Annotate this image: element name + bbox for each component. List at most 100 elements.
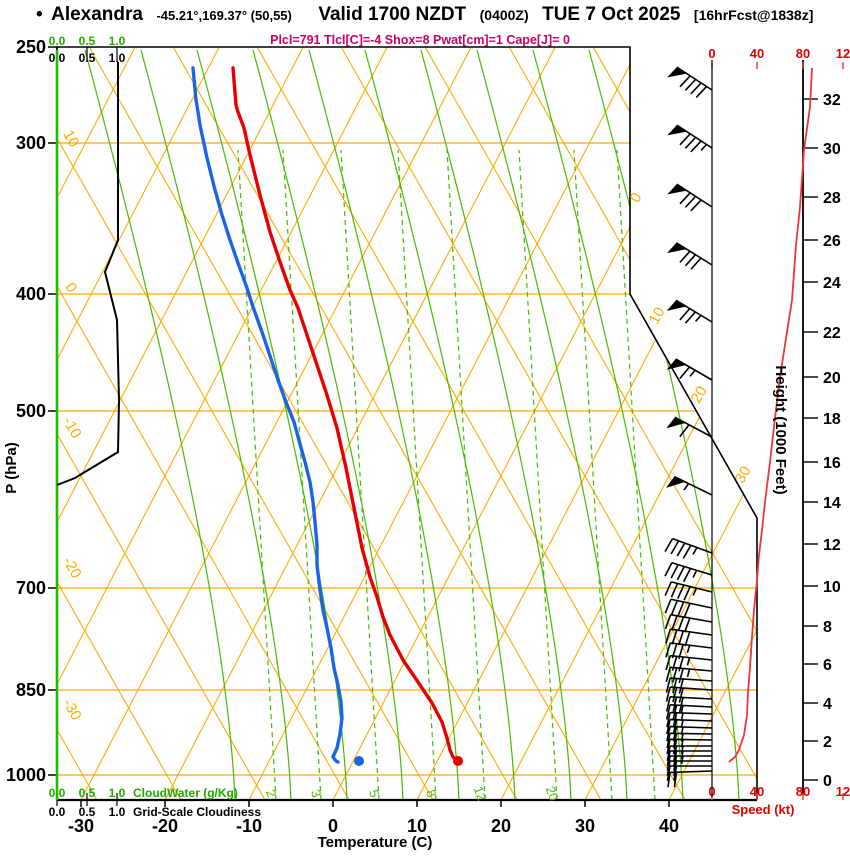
wind-barb — [666, 745, 712, 761]
barb-shaft — [670, 654, 713, 661]
dry-adiabat-line — [340, 47, 757, 800]
barb-shaft — [675, 242, 713, 266]
height-tick-label: 6 — [823, 657, 832, 674]
moist-adiabat-line — [140, 49, 292, 800]
zulu-time: (0400Z) — [479, 7, 529, 23]
mixing-ratio-line — [446, 149, 486, 800]
cloud-scale-value: 1.0 — [109, 786, 126, 800]
barb-feather — [676, 542, 686, 557]
moist-adiabat-line — [252, 49, 404, 800]
isotherm-line — [248, 47, 640, 800]
dry-adiabat-line — [424, 47, 757, 800]
barb-feather — [684, 136, 697, 149]
cloud-scale-value: 0.0 — [49, 805, 66, 819]
barb-feather — [676, 566, 685, 581]
barb-shaft — [675, 358, 713, 381]
wind-barb — [666, 416, 713, 438]
speed-tick-label: 80 — [796, 784, 810, 799]
barb-feather — [665, 704, 671, 720]
temperature-tick-label: -20 — [152, 816, 178, 836]
wind-barb — [665, 686, 713, 703]
wind-barb — [667, 183, 713, 212]
barb-feather — [665, 696, 671, 712]
wind-speed-profile — [728, 67, 813, 763]
dry-adiabat-value-label: -30 — [59, 696, 85, 723]
barb-feather — [673, 750, 678, 766]
height-tick-label: 0 — [823, 773, 832, 790]
dry-adiabat-line — [57, 47, 434, 800]
isotherm-value-label: 30 — [732, 463, 755, 486]
dry-adiabat-value-label: 10 — [59, 127, 82, 150]
barb-half-feather — [686, 645, 691, 654]
height-tick-label: 10 — [823, 579, 841, 596]
barb-feather — [684, 254, 697, 267]
wind-barb — [667, 770, 713, 788]
barb-feather — [679, 424, 690, 438]
barb-shaft — [672, 537, 713, 554]
height-tick-label: 22 — [823, 325, 841, 342]
wind-barb — [666, 358, 713, 381]
isotherm-line — [57, 47, 136, 800]
sounding-parameters: Plcl=791 Tlcl[C]=-4 Shox=8 Pwat[cm]=1 Ca… — [270, 33, 570, 47]
dry-adiabat-line — [592, 47, 757, 800]
barb-feather — [678, 668, 684, 684]
barb-feather — [664, 581, 672, 596]
barb-half-feather — [680, 755, 684, 765]
cloudiness-profile — [56, 62, 121, 486]
mixing-ratio-value-label: 20 — [543, 784, 562, 803]
barb-feather — [678, 656, 684, 672]
height-tick-label: 30 — [823, 141, 841, 158]
barb-feather — [665, 677, 671, 693]
cloudiness-scale-label: Grid-Scale Cloudiness — [133, 805, 261, 819]
isotherm-line — [80, 47, 472, 800]
temperature-tick-label: 20 — [491, 816, 511, 836]
barb-pennant — [667, 184, 687, 195]
barb-feather — [666, 760, 671, 776]
barb-half-feather — [680, 745, 684, 755]
barb-half-feather — [686, 668, 691, 677]
barb-feather — [664, 562, 673, 577]
barb-feather — [666, 739, 671, 755]
wind-barb — [666, 755, 712, 771]
barb-feather — [695, 85, 708, 98]
cloud-scale-value: 0.0 — [49, 34, 66, 48]
mixing-ratio-line — [397, 149, 437, 800]
barb-feather — [679, 308, 691, 321]
speed-axis-label: Speed (kt) — [732, 802, 795, 817]
barb-feather — [682, 544, 692, 559]
barb-feather — [666, 755, 671, 771]
barb-feather — [667, 772, 671, 788]
isotherm-line — [668, 47, 757, 800]
barb-feather — [666, 719, 671, 735]
height-tick-label: 18 — [823, 411, 841, 428]
speed-tick-label: 0 — [708, 46, 715, 61]
wind-barb — [666, 475, 713, 496]
barb-feather — [679, 366, 691, 380]
moist-adiabat-line — [308, 49, 460, 800]
pressure-tick-label: 1000 — [6, 765, 46, 785]
barb-feather — [670, 564, 679, 579]
barb-half-feather — [692, 587, 698, 596]
barb-shaft — [670, 704, 713, 708]
cloudwater-scale-label: CloudWater (g/Kg) — [133, 786, 238, 800]
height-tick-label: 2 — [823, 734, 832, 751]
valid-date: TUE 7 Oct 2025 — [542, 4, 681, 25]
barb-feather — [665, 655, 671, 671]
cloud-scale-value: 1.0 — [109, 805, 126, 819]
temperature-tick-label: -30 — [68, 816, 94, 836]
wind-barb — [664, 537, 713, 559]
barb-half-feather — [692, 569, 698, 578]
isotherm-line — [164, 47, 556, 800]
station-coords: -45.21°,169.37° (50,55) — [156, 8, 292, 23]
barb-half-feather — [692, 547, 698, 555]
barb-feather — [683, 586, 691, 601]
barb-shaft — [670, 642, 713, 649]
surface-temperature-dot — [453, 756, 463, 766]
mixing-ratio-value-label: 8 — [423, 787, 440, 799]
barb-shaft — [670, 628, 713, 636]
barb-shaft — [670, 598, 713, 609]
barb-feather — [670, 540, 680, 555]
dry-adiabat-line — [88, 47, 518, 800]
pressure-axis-label: P (hPa) — [3, 442, 20, 493]
